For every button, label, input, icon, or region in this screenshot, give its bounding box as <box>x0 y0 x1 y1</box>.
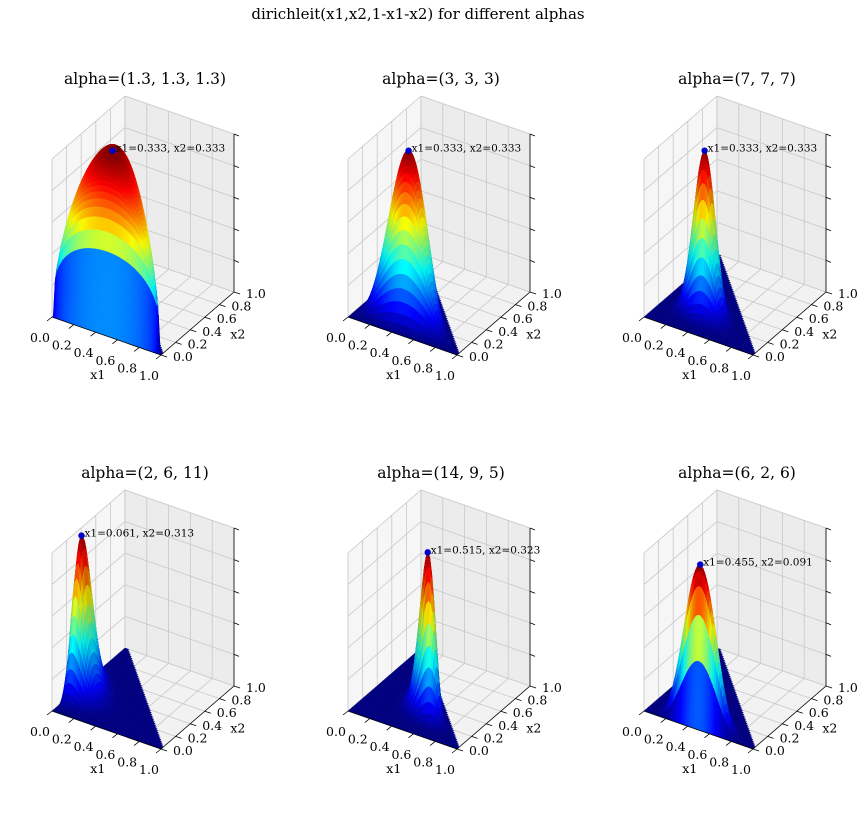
x2-tick <box>515 305 521 307</box>
z-tick <box>234 260 239 262</box>
x1-tick-label: 0.0 <box>326 330 346 345</box>
peak-annotation: x1=0.333, x2=0.333 <box>116 143 226 155</box>
z-tick <box>530 166 535 168</box>
z-tick <box>234 166 239 168</box>
x1-tick <box>387 332 392 336</box>
x1-tick <box>134 347 139 351</box>
x1-tick-label: 1.0 <box>435 368 455 383</box>
x1-tick-label: 1.0 <box>139 368 159 383</box>
x1-tick <box>69 325 74 329</box>
z-tick <box>530 197 535 199</box>
x1-tick <box>343 317 348 321</box>
z-tick <box>234 229 239 231</box>
x2-tick <box>472 342 478 344</box>
x1-tick-label: 0.8 <box>413 360 433 375</box>
x1-tick <box>452 355 457 359</box>
z-tick <box>530 229 535 231</box>
x2-tick <box>190 330 196 332</box>
x2-axis-label: x2 <box>230 327 245 342</box>
x2-tick-label: 1.0 <box>246 286 266 301</box>
z-tick <box>530 260 535 262</box>
x1-tick <box>365 325 370 329</box>
x2-tick <box>486 330 492 332</box>
x2-tick <box>457 355 463 357</box>
x2-tick <box>219 305 225 307</box>
x1-tick <box>408 340 413 344</box>
x2-tick <box>234 292 240 294</box>
x2-tick <box>501 317 507 319</box>
x2-axis-label: x2 <box>526 327 541 342</box>
x1-tick-label: 0.8 <box>117 360 137 375</box>
x2-tick <box>530 292 536 294</box>
x2-tick-label: 1.0 <box>542 286 562 301</box>
peak-annotation: x1=0.333, x2=0.333 <box>412 143 522 155</box>
x1-tick <box>47 317 52 321</box>
x1-tick-label: 0.6 <box>95 353 115 368</box>
x1-tick-label: 0.4 <box>370 345 390 360</box>
x1-tick <box>112 340 117 344</box>
x1-axis-label: x1 <box>90 367 105 382</box>
x1-tick-label: 0.4 <box>74 345 94 360</box>
x2-tick <box>161 355 167 357</box>
x1-tick-label: 0.0 <box>30 330 50 345</box>
x1-tick-label: 0.2 <box>348 338 368 353</box>
z-tick <box>234 197 239 199</box>
x1-tick <box>430 347 435 351</box>
x2-tick <box>176 342 182 344</box>
x2-tick <box>205 317 211 319</box>
x1-axis-label: x1 <box>386 367 401 382</box>
figure-title: dirichleit(x1,x2,1-x1-x2) for different … <box>0 5 836 23</box>
x1-tick <box>91 332 96 336</box>
z-tick <box>530 134 535 136</box>
x1-tick <box>156 355 161 359</box>
x1-tick-label: 0.6 <box>391 353 411 368</box>
z-tick <box>234 134 239 136</box>
x1-tick-label: 0.2 <box>52 338 72 353</box>
